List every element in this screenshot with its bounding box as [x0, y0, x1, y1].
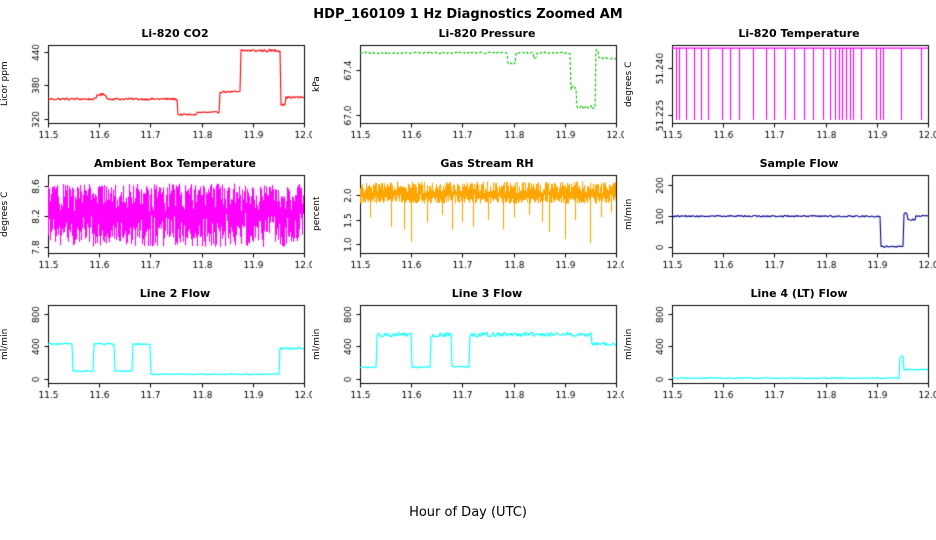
x-axis-label: Hour of Day (UTC)	[409, 505, 527, 520]
plot-area: degrees C	[0, 171, 312, 277]
plot-canvas-sample-flow	[636, 171, 936, 277]
plot-area: kPa	[312, 41, 624, 147]
plot-canvas-li820-co2	[12, 41, 312, 147]
panel-li820-pressure: Li-820 Pressure kPa	[312, 26, 624, 147]
panel-title: Li-820 Temperature	[738, 27, 860, 40]
panel-line-3-flow: Line 3 Flow ml/min	[312, 286, 624, 407]
main-title: HDP_160109 1 Hz Diagnostics Zoomed AM	[313, 7, 623, 22]
panel-li820-temperature: Li-820 Temperature degrees C	[624, 26, 936, 147]
panel-ambient-box-temperature: Ambient Box Temperature degrees C	[0, 156, 312, 277]
plot-canvas-li820-temperature	[636, 41, 936, 147]
plot-area: Licor ppm	[0, 41, 312, 147]
panel-grid: Li-820 CO2 Licor ppm Li-820 Pressure kPa…	[0, 26, 936, 407]
panel-title: Li-820 CO2	[141, 27, 209, 40]
plot-canvas-line-3-flow	[324, 301, 624, 407]
panel-gas-stream-rh: Gas Stream RH percent	[312, 156, 624, 277]
panel-line-4-lt-flow: Line 4 (LT) Flow ml/min	[624, 286, 936, 407]
y-axis-label: ml/min	[312, 328, 322, 360]
plot-area: degrees C	[624, 41, 936, 147]
panel-title: Li-820 Pressure	[438, 27, 536, 40]
panel-sample-flow: Sample Flow ml/min	[624, 156, 936, 277]
y-axis-label: percent	[312, 196, 322, 232]
y-axis-label: ml/min	[624, 198, 634, 230]
y-axis-label: degrees C	[0, 191, 10, 237]
panel-title: Line 4 (LT) Flow	[750, 287, 848, 300]
y-axis-label: ml/min	[0, 328, 10, 360]
y-axis-label: Licor ppm	[0, 61, 10, 107]
plot-canvas-line-4-lt-flow	[636, 301, 936, 407]
y-axis-label: ml/min	[624, 328, 634, 360]
panel-line-2-flow: Line 2 Flow ml/min	[0, 286, 312, 407]
panel-title: Ambient Box Temperature	[94, 157, 256, 170]
y-axis-label: kPa	[312, 76, 322, 92]
plot-area: ml/min	[0, 301, 312, 407]
plot-canvas-line-2-flow	[12, 301, 312, 407]
plot-canvas-ambient-box-temperature	[12, 171, 312, 277]
panel-title: Sample Flow	[759, 157, 839, 170]
panel-title: Line 2 Flow	[139, 287, 211, 300]
plot-area: ml/min	[624, 301, 936, 407]
panel-title: Gas Stream RH	[440, 157, 534, 170]
y-axis-label: degrees C	[624, 61, 634, 107]
plot-canvas-li820-pressure	[324, 41, 624, 147]
plot-area: ml/min	[312, 301, 624, 407]
plot-area: ml/min	[624, 171, 936, 277]
panel-title: Line 3 Flow	[451, 287, 523, 300]
plot-area: percent	[312, 171, 624, 277]
panel-li820-co2: Li-820 CO2 Licor ppm	[0, 26, 312, 147]
plot-canvas-gas-stream-rh	[324, 171, 624, 277]
